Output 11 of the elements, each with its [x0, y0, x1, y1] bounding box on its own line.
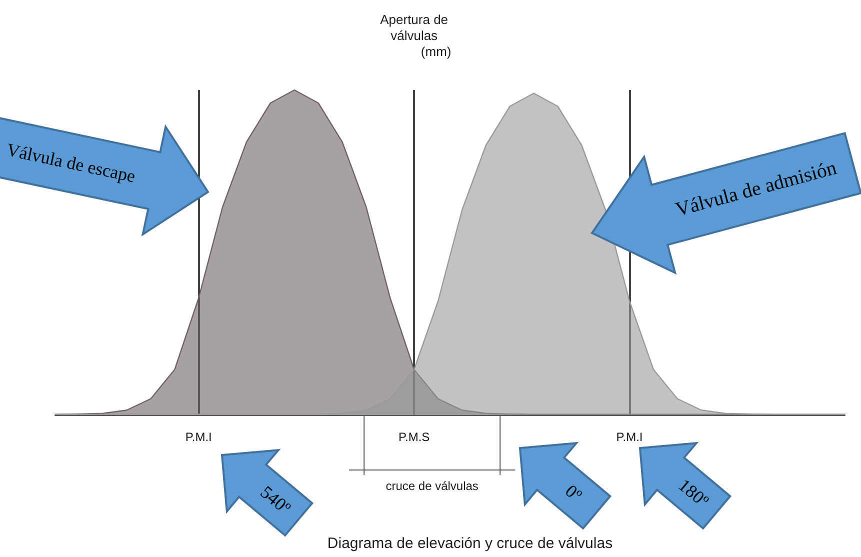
text: 540º — [256, 482, 295, 518]
y-axis-title: Apertura de válvulas (mm) — [380, 12, 452, 59]
x-tick-label: P.M.S — [398, 430, 430, 444]
text: Diagrama de elevación y cruce de válvulas — [327, 535, 613, 552]
text: cruce de válvulas — [386, 479, 478, 493]
x-tick-label: P.M.I — [185, 430, 212, 444]
annotation: Válvula de escape — [4, 140, 138, 186]
annotation: Válvula de admisión — [673, 156, 839, 222]
text: 0º — [562, 480, 586, 506]
text: 180º — [674, 474, 713, 512]
x-tick-label: P.M.I — [616, 430, 643, 444]
